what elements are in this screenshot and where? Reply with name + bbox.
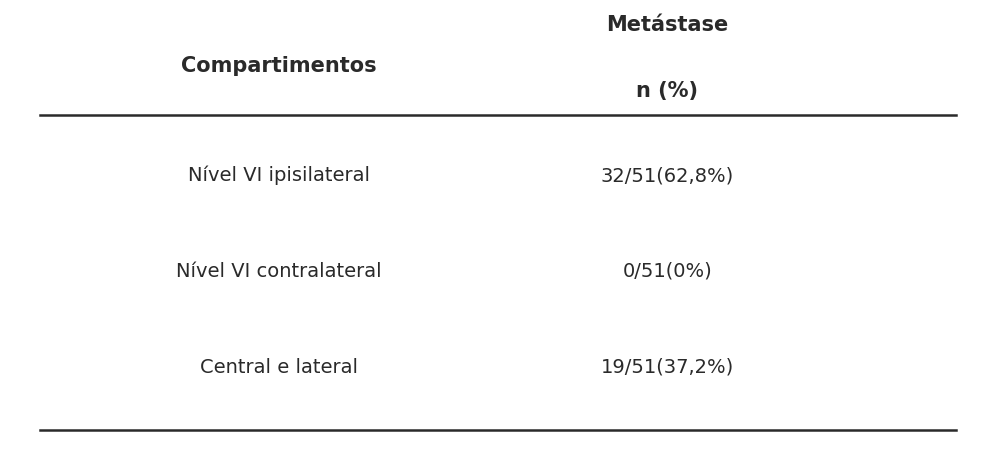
Text: Compartimentos: Compartimentos (181, 56, 376, 76)
Text: Nível VI ipisilateral: Nível VI ipisilateral (188, 166, 370, 185)
Text: 19/51(37,2%): 19/51(37,2%) (601, 357, 734, 376)
Text: Central e lateral: Central e lateral (200, 357, 358, 376)
Text: n (%): n (%) (636, 81, 698, 101)
Text: Nível VI contralateral: Nível VI contralateral (176, 261, 381, 280)
Text: 0/51(0%): 0/51(0%) (622, 261, 712, 280)
Text: 32/51(62,8%): 32/51(62,8%) (601, 166, 734, 185)
Text: Metástase: Metástase (607, 15, 728, 35)
